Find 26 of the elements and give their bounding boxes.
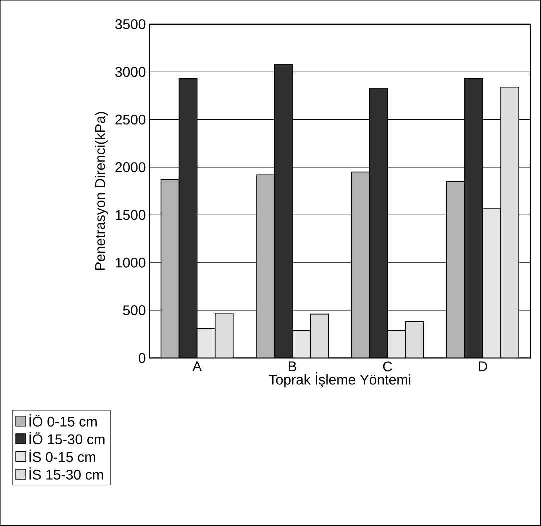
legend-label: İS 0-15 cm [30, 450, 96, 462]
x-tick-label: C [383, 362, 392, 372]
bar [256, 175, 275, 358]
y-tick-label: 2500 [116, 114, 146, 125]
bar [179, 78, 198, 358]
legend-label: İÖ 0-15 cm [30, 414, 97, 427]
y-tick-label: 1500 [116, 210, 146, 220]
y-tick-label: 500 [123, 306, 146, 316]
x-axis-title: Toprak İşleme Yöntemi [269, 372, 411, 388]
y-axis-title: Penetrasyon Direnci(kPa) [95, 112, 108, 270]
x-tick-label: A [192, 362, 202, 372]
bar [464, 78, 484, 358]
x-tick-label: D [479, 362, 488, 372]
bar [274, 64, 293, 358]
bar [161, 180, 180, 358]
y-tick-label: 3500 [116, 19, 146, 30]
bar [352, 172, 370, 358]
bar [446, 181, 466, 358]
legend-label: İS 15-30 cm [30, 468, 104, 480]
y-tick-label: 3000 [116, 67, 146, 78]
bar [370, 88, 388, 358]
legend-label: İÖ 15-30 cm [30, 432, 105, 445]
y-tick-label: 1000 [116, 258, 146, 268]
x-tick-label: B [289, 362, 296, 372]
y-tick-label: 0 [138, 353, 146, 364]
y-tick-label: 2000 [116, 162, 146, 172]
